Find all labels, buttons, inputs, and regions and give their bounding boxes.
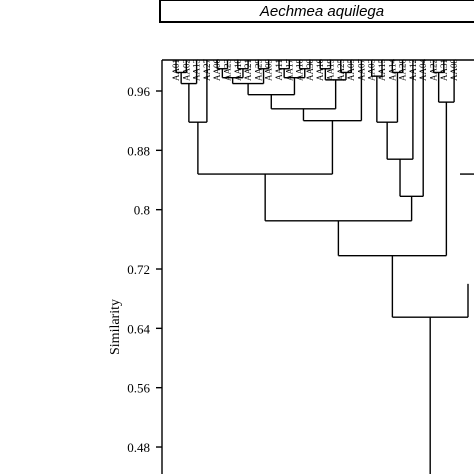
- y-tick-label: 0.72: [127, 262, 150, 277]
- y-tick-label: 0.64: [127, 321, 150, 336]
- leaf-label: AA16: [315, 59, 325, 81]
- leaf-label: AA19: [326, 59, 336, 81]
- y-tick-label: 0.8: [134, 203, 150, 218]
- y-tick-label: 0.48: [127, 440, 150, 455]
- dendrogram-tree: [175, 60, 474, 474]
- y-tick-label: 0.96: [127, 84, 150, 99]
- chart-title: Aechmea aquilega: [259, 3, 384, 20]
- leaf-label: AA17: [284, 59, 294, 81]
- y-ticks: 0.96 0.88 0.8 0.72 0.64 0.56 0.48: [127, 84, 162, 455]
- leaf-label: AA09: [264, 59, 274, 81]
- y-tick-label: 0.56: [127, 381, 150, 396]
- y-tick-label: 0.88: [127, 143, 150, 158]
- leaf-label: AA11: [274, 59, 284, 81]
- leaf-label: AA29: [253, 59, 263, 81]
- leaf-label: AA23: [223, 59, 233, 81]
- leaf-labels: AA01 AA02 AA13 AA27 AA06 AA23 AA10 AA21 AA29 AA09…: [171, 59, 459, 81]
- leaf-label: AA18: [295, 59, 305, 81]
- leaf-label: AA10: [233, 59, 243, 81]
- y-axis-label: Similarity: [108, 299, 123, 355]
- title-box: [159, 0, 474, 23]
- leaf-label: AA06: [212, 59, 222, 81]
- leaf-label: AA21: [243, 59, 253, 81]
- leaf-label: AA30: [305, 59, 315, 81]
